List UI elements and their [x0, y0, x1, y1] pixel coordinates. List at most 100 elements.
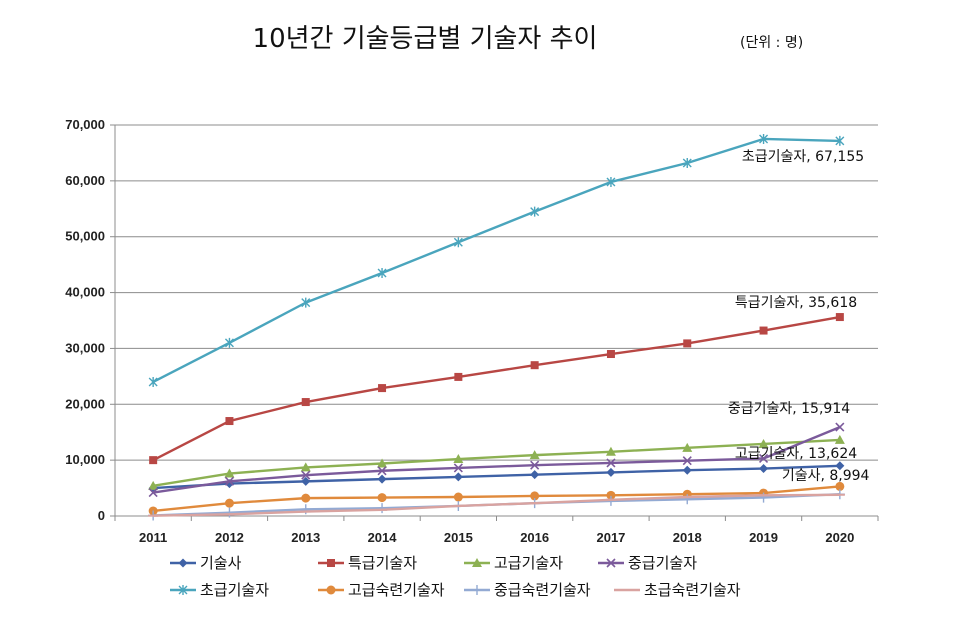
data-point: [301, 470, 311, 480]
legend-marker: [326, 585, 336, 595]
data-point: [529, 450, 540, 460]
data-point: [606, 350, 615, 359]
y-tick-label: 60,000: [65, 173, 105, 188]
legend-marker: [472, 585, 482, 595]
data-point: [377, 458, 388, 468]
y-tick-label: 30,000: [65, 340, 105, 355]
legend-label: 고급숙련기술자: [348, 581, 445, 599]
data-point: [149, 456, 158, 465]
x-tick-label: 2012: [215, 530, 244, 545]
legend-label: 특급기술자: [348, 554, 417, 572]
data-point: [377, 493, 387, 503]
data-label: 중급기술자, 15,914: [728, 401, 850, 417]
data-point: [453, 492, 463, 502]
x-tick-label: 2018: [673, 530, 702, 545]
data-point: [224, 498, 234, 508]
data-point: [377, 268, 387, 279]
legend-label: 중급기술자: [628, 554, 697, 572]
series-line-2: [152, 315, 841, 462]
series-line-3: [152, 438, 840, 488]
y-tick-label: 20,000: [65, 396, 105, 411]
x-tick-label: 2013: [291, 530, 320, 545]
data-point: [606, 458, 616, 468]
data-point: [148, 487, 158, 498]
data-point: [605, 446, 616, 456]
data-point: [682, 157, 692, 168]
data-point: [759, 326, 768, 335]
legend-marker: [178, 558, 188, 568]
data-label: 기술사, 8,994: [782, 468, 870, 484]
data-point: [225, 417, 234, 426]
data-point: [224, 468, 235, 478]
data-point: [530, 361, 539, 370]
data-point: [759, 133, 769, 144]
chart-title: 10년간 기술등급별 기술자 추이: [252, 24, 598, 54]
data-point: [835, 461, 845, 471]
data-point: [453, 454, 464, 464]
y-tick-label: 10,000: [65, 452, 105, 467]
data-point: [377, 466, 387, 476]
data-label: 특급기술자, 35,618: [735, 295, 857, 311]
data-point: [606, 490, 616, 500]
data-point: [606, 176, 616, 187]
data-point: [682, 465, 692, 475]
legend-label: 초급기술자: [200, 581, 269, 599]
x-tick-label: 2016: [520, 530, 549, 545]
legend-marker: [178, 585, 188, 595]
data-point: [224, 337, 234, 348]
legend-label: 중급숙련기술자: [494, 581, 591, 599]
y-tick-label: 70,000: [65, 117, 105, 132]
series-line-1: [153, 464, 840, 490]
data-point: [300, 462, 311, 472]
x-tick-label: 2020: [825, 530, 854, 545]
y-tick-label: 40,000: [65, 285, 105, 300]
data-point: [453, 237, 463, 248]
data-point: [835, 481, 845, 491]
legend-label: 초급숙련기술자: [644, 581, 741, 599]
data-point: [224, 476, 235, 486]
data-point: [301, 297, 311, 308]
x-tick-label: 2017: [596, 530, 625, 545]
data-point: [301, 493, 311, 503]
data-point: [758, 438, 769, 448]
series-line-8: [153, 493, 840, 517]
data-point: [530, 470, 540, 480]
unit-label: (단위 : 명): [740, 35, 804, 51]
data-label: 초급기술자, 67,155: [742, 149, 864, 165]
data-point: [606, 467, 616, 477]
y-tick-label: 0: [98, 508, 105, 523]
data-point: [835, 313, 844, 322]
y-tick-label: 50,000: [65, 229, 105, 244]
series-line-4: [152, 425, 841, 494]
data-point: [835, 135, 845, 146]
data-point: [758, 453, 769, 464]
data-point: [224, 507, 235, 518]
legend-label: 고급기술자: [494, 554, 563, 572]
legend-marker: [472, 558, 482, 567]
data-point: [453, 472, 463, 482]
data-point: [683, 339, 692, 348]
data-point: [759, 464, 769, 474]
x-tick-label: 2015: [444, 530, 473, 545]
data-point: [454, 372, 463, 381]
data-point: [148, 480, 159, 490]
data-label: 고급기술자, 13,624: [735, 446, 857, 462]
x-tick-label: 2011: [139, 530, 167, 545]
data-point: [834, 434, 845, 444]
data-point: [682, 442, 693, 452]
data-point: [377, 474, 387, 484]
data-point: [378, 384, 387, 393]
data-point: [682, 456, 692, 466]
series-line-6: [153, 485, 840, 513]
data-point: [530, 460, 540, 470]
legend-marker: [606, 558, 616, 568]
series-line-5: [152, 137, 840, 384]
data-point: [453, 463, 463, 473]
legend-marker: [327, 559, 335, 567]
data-point: [835, 422, 845, 432]
data-point: [148, 376, 158, 387]
data-point: [301, 398, 310, 407]
data-point: [530, 491, 540, 501]
legend-label: 기술사: [200, 554, 242, 572]
